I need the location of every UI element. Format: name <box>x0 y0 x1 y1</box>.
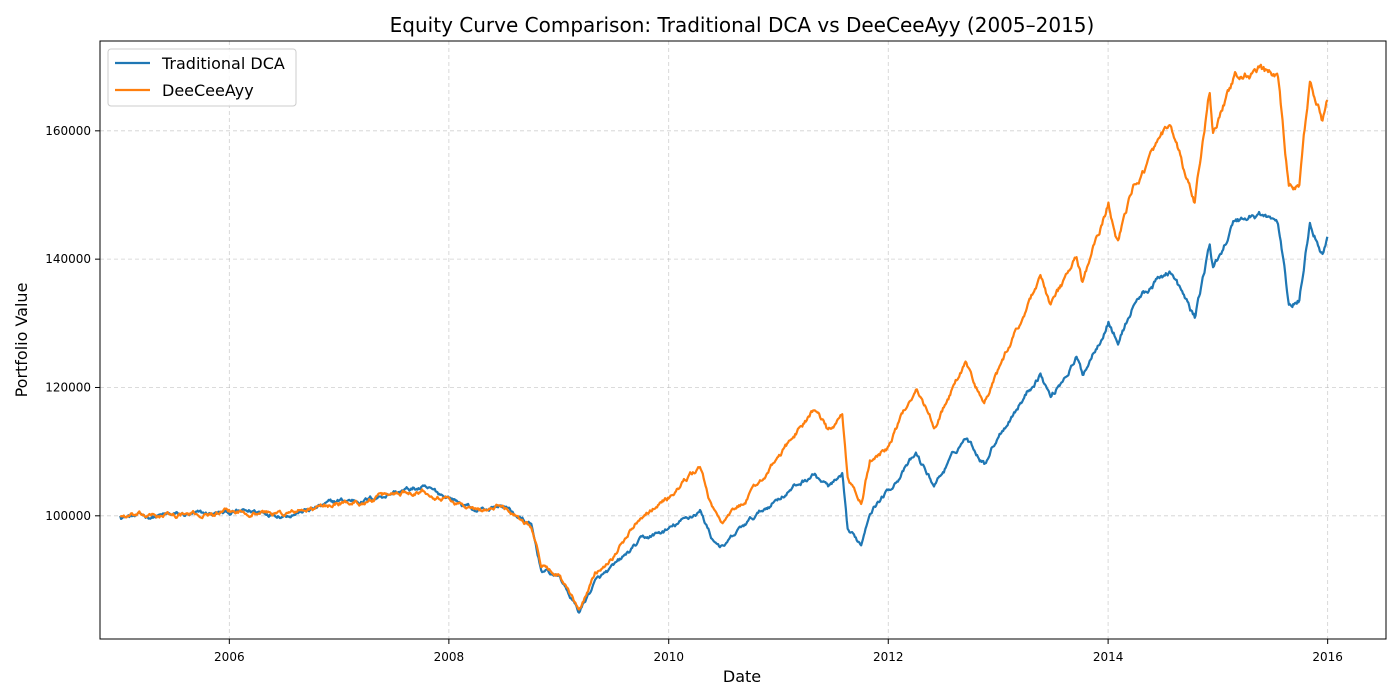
series-lines <box>119 63 1329 614</box>
legend-label-traditional-dca: Traditional DCA <box>161 54 285 73</box>
chart-title: Equity Curve Comparison: Traditional DCA… <box>390 13 1095 37</box>
y-axis-ticks: 100000 120000 140000 160000 <box>45 124 100 523</box>
y-tick-label: 120000 <box>45 380 91 394</box>
y-tick-label: 140000 <box>45 252 91 266</box>
series-line-deeceeayy <box>119 63 1329 611</box>
x-tick-label: 2010 <box>653 650 684 664</box>
legend-label-deeceeayy: DeeCeeAyy <box>162 81 254 100</box>
x-tick-label: 2014 <box>1093 650 1124 664</box>
x-axis-ticks: 2006 2008 2010 2012 2014 2016 <box>214 639 1343 664</box>
x-tick-label: 2008 <box>434 650 465 664</box>
x-tick-label: 2012 <box>873 650 904 664</box>
y-axis-label: Portfolio Value <box>12 283 31 398</box>
plot-frame <box>99 40 1387 640</box>
y-tick-label: 160000 <box>45 124 91 138</box>
y-tick-label: 100000 <box>45 509 91 523</box>
x-tick-label: 2006 <box>214 650 245 664</box>
x-axis-label: Date <box>723 667 761 686</box>
x-tick-label: 2016 <box>1312 650 1343 664</box>
legend-box <box>107 48 297 107</box>
legend: Traditional DCA DeeCeeAyy <box>107 48 297 107</box>
